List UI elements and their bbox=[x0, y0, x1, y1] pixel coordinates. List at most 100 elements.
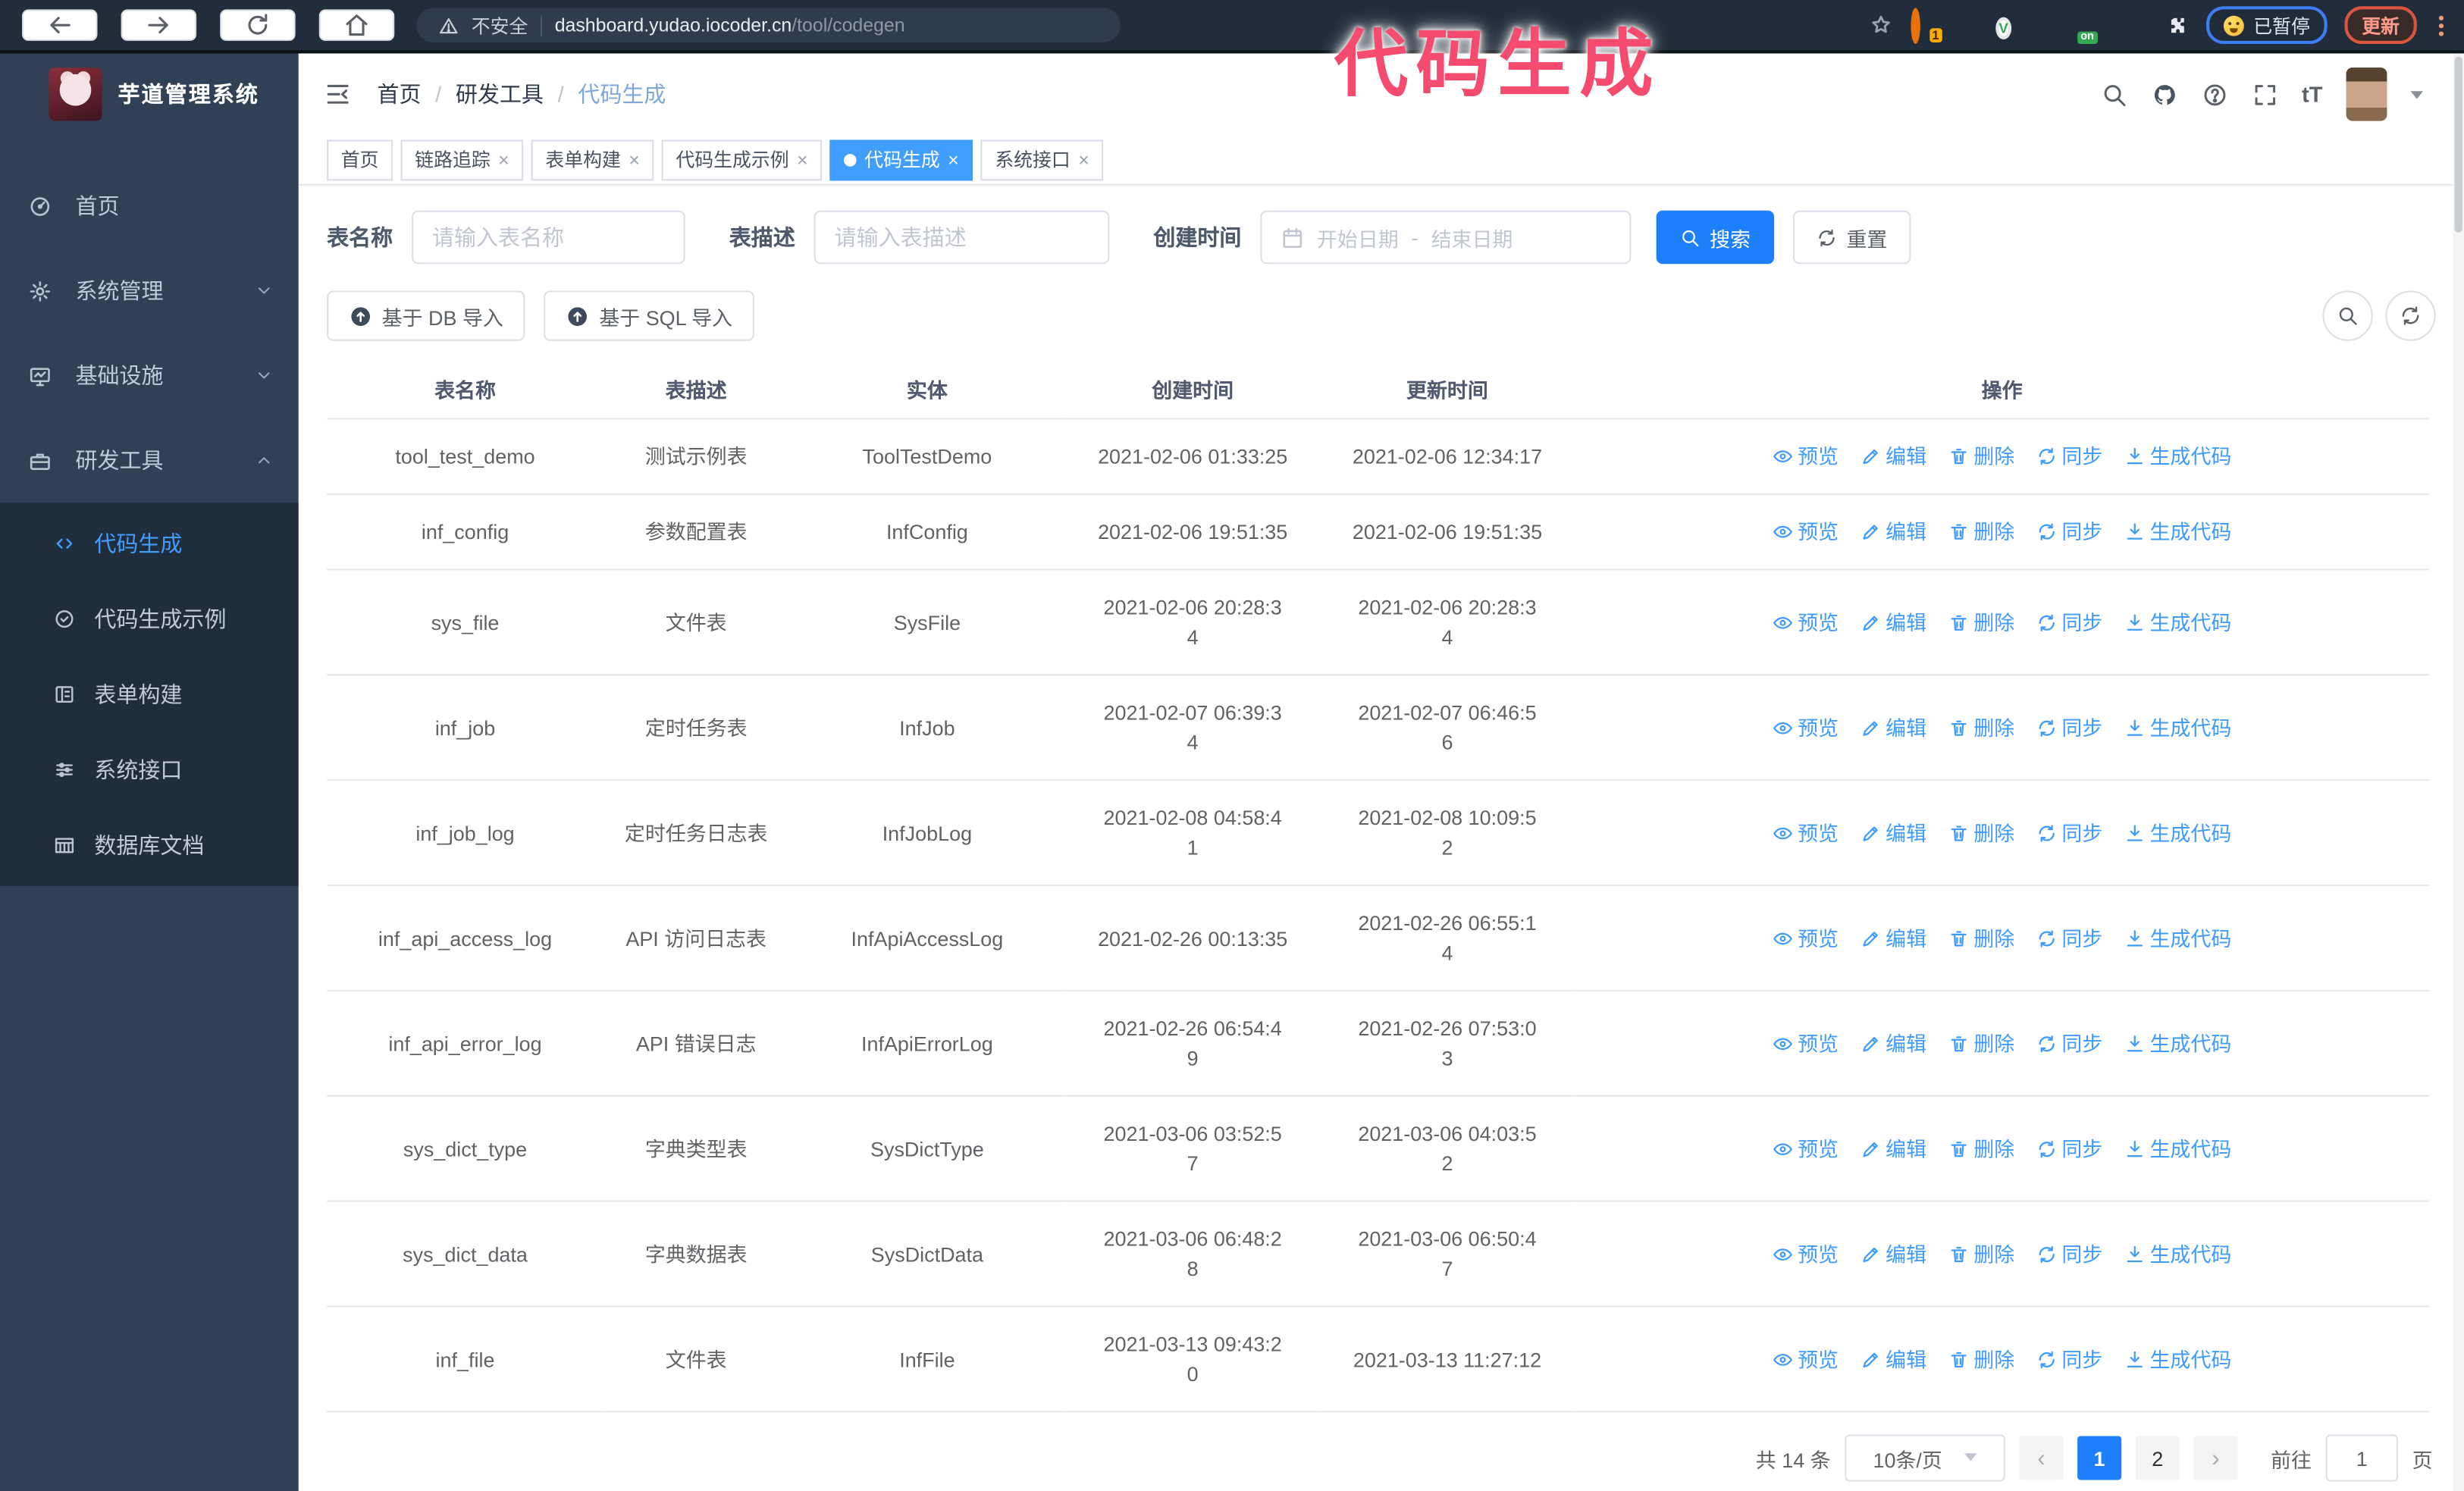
search-button[interactable]: 搜索 bbox=[1656, 210, 1775, 265]
close-icon[interactable]: × bbox=[1078, 148, 1089, 171]
sync-link[interactable]: 同步 bbox=[2036, 818, 2102, 847]
sync-link[interactable]: 同步 bbox=[2036, 1029, 2102, 1058]
github-icon[interactable] bbox=[2151, 81, 2177, 108]
sync-link[interactable]: 同步 bbox=[2036, 1344, 2102, 1374]
edit-link[interactable]: 编辑 bbox=[1861, 517, 1926, 547]
close-icon[interactable]: × bbox=[498, 148, 509, 171]
header-search-icon[interactable] bbox=[2101, 81, 2127, 108]
tag-2[interactable]: 表单构建 × bbox=[531, 139, 654, 180]
generate-code-link[interactable]: 生成代码 bbox=[2124, 607, 2231, 637]
edit-link[interactable]: 编辑 bbox=[1861, 607, 1926, 637]
edit-link[interactable]: 编辑 bbox=[1861, 818, 1926, 847]
address-bar[interactable]: 不安全 dashboard.yudao.iocoder.cn/tool/code… bbox=[416, 8, 1121, 42]
delete-link[interactable]: 删除 bbox=[1948, 441, 2014, 471]
app-logo[interactable]: 芋道管理系统 bbox=[0, 53, 299, 135]
close-icon[interactable]: × bbox=[948, 148, 959, 171]
preview-link[interactable]: 预览 bbox=[1773, 713, 1839, 742]
date-range-picker[interactable]: 开始日期 - 结束日期 bbox=[1260, 210, 1632, 265]
sidebar-item-system-api[interactable]: 系统接口 bbox=[0, 732, 299, 807]
toggle-search-button[interactable] bbox=[2322, 290, 2373, 341]
table-desc-input[interactable]: 请输入表描述 bbox=[813, 210, 1110, 265]
page-button-1[interactable]: 1 bbox=[2077, 1436, 2122, 1480]
page-button-2[interactable]: 2 bbox=[2135, 1436, 2180, 1480]
delete-link[interactable]: 删除 bbox=[1948, 923, 2014, 953]
next-page-button[interactable]: › bbox=[2193, 1436, 2238, 1480]
preview-link[interactable]: 预览 bbox=[1773, 923, 1839, 953]
breadcrumb-home[interactable]: 首页 bbox=[377, 81, 422, 107]
extension-orange-icon[interactable]: 1 bbox=[1911, 8, 1942, 45]
sidebar-item-home[interactable]: 首页 bbox=[0, 164, 299, 249]
caret-down-icon[interactable] bbox=[2410, 90, 2424, 105]
tag-1[interactable]: 链路追踪 × bbox=[400, 139, 524, 180]
delete-link[interactable]: 删除 bbox=[1948, 607, 2014, 637]
sync-link[interactable]: 同步 bbox=[2036, 1239, 2102, 1268]
extension-green-icon[interactable]: V bbox=[1995, 13, 2020, 39]
sync-link[interactable]: 同步 bbox=[2036, 923, 2102, 953]
generate-code-link[interactable]: 生成代码 bbox=[2124, 1239, 2231, 1268]
sync-link[interactable]: 同步 bbox=[2036, 607, 2102, 637]
preview-link[interactable]: 预览 bbox=[1773, 818, 1839, 847]
delete-link[interactable]: 删除 bbox=[1948, 517, 2014, 547]
edit-link[interactable]: 编辑 bbox=[1861, 1239, 1926, 1268]
edit-link[interactable]: 编辑 bbox=[1861, 1133, 1926, 1163]
font-size-icon[interactable]: tT bbox=[2302, 81, 2323, 107]
help-icon[interactable] bbox=[2201, 81, 2227, 108]
generate-code-link[interactable]: 生成代码 bbox=[2124, 441, 2231, 471]
extension-grid-icon[interactable] bbox=[2038, 13, 2063, 38]
browser-reload-icon[interactable] bbox=[220, 9, 296, 41]
delete-link[interactable]: 删除 bbox=[1948, 1239, 2014, 1268]
preview-link[interactable]: 预览 bbox=[1773, 1029, 1839, 1058]
import-db-button[interactable]: 基于 DB 导入 bbox=[327, 290, 525, 341]
generate-code-link[interactable]: 生成代码 bbox=[2124, 923, 2231, 953]
close-icon[interactable]: × bbox=[797, 148, 808, 171]
generate-code-link[interactable]: 生成代码 bbox=[2124, 517, 2231, 547]
refresh-table-button[interactable] bbox=[2385, 290, 2436, 341]
browser-menu-icon[interactable] bbox=[2434, 14, 2449, 36]
edit-link[interactable]: 编辑 bbox=[1861, 1029, 1926, 1058]
sync-link[interactable]: 同步 bbox=[2036, 441, 2102, 471]
edit-link[interactable]: 编辑 bbox=[1861, 713, 1926, 742]
preview-link[interactable]: 预览 bbox=[1773, 1344, 1839, 1374]
profile-paused-chip[interactable]: 已暂停 bbox=[2206, 6, 2328, 45]
preview-link[interactable]: 预览 bbox=[1773, 1239, 1839, 1268]
generate-code-link[interactable]: 生成代码 bbox=[2124, 713, 2231, 742]
delete-link[interactable]: 删除 bbox=[1948, 713, 2014, 742]
avatar[interactable] bbox=[2346, 67, 2387, 121]
sync-link[interactable]: 同步 bbox=[2036, 517, 2102, 547]
preview-link[interactable]: 预览 bbox=[1773, 517, 1839, 547]
browser-forward-icon[interactable] bbox=[121, 9, 197, 41]
sync-link[interactable]: 同步 bbox=[2036, 1133, 2102, 1163]
page-size-select[interactable]: 10条/页 bbox=[1845, 1434, 2005, 1482]
reset-button[interactable]: 重置 bbox=[1792, 210, 1911, 265]
delete-link[interactable]: 删除 bbox=[1948, 1133, 2014, 1163]
tag-3[interactable]: 代码生成示例 × bbox=[661, 139, 823, 180]
sidebar-collapse-icon[interactable] bbox=[324, 80, 352, 108]
preview-link[interactable]: 预览 bbox=[1773, 441, 1839, 471]
page-scrollbar[interactable] bbox=[2453, 53, 2464, 1491]
tag-5[interactable]: 系统接口 × bbox=[980, 139, 1104, 180]
sidebar-item-codegen[interactable]: 代码生成 bbox=[0, 506, 299, 581]
generate-code-link[interactable]: 生成代码 bbox=[2124, 1344, 2231, 1374]
browser-update-button[interactable]: 更新 bbox=[2344, 6, 2417, 45]
goto-page-input[interactable]: 1 bbox=[2325, 1434, 2398, 1482]
edit-link[interactable]: 编辑 bbox=[1861, 441, 1926, 471]
edit-link[interactable]: 编辑 bbox=[1861, 923, 1926, 953]
scrollbar-thumb[interactable] bbox=[2454, 56, 2462, 233]
prev-page-button[interactable]: ‹ bbox=[2019, 1436, 2064, 1480]
preview-link[interactable]: 预览 bbox=[1773, 1133, 1839, 1163]
sidebar-item-db-doc[interactable]: 数据库文档 bbox=[0, 807, 299, 882]
close-icon[interactable]: × bbox=[629, 148, 640, 171]
sync-link[interactable]: 同步 bbox=[2036, 713, 2102, 742]
edit-link[interactable]: 编辑 bbox=[1861, 1344, 1926, 1374]
sidebar-item-system[interactable]: 系统管理 bbox=[0, 248, 299, 333]
sidebar-item-form-builder[interactable]: 表单构建 bbox=[0, 656, 299, 731]
generate-code-link[interactable]: 生成代码 bbox=[2124, 1133, 2231, 1163]
extension-proxy-icon[interactable]: on bbox=[2077, 13, 2105, 45]
delete-link[interactable]: 删除 bbox=[1948, 1029, 2014, 1058]
generate-code-link[interactable]: 生成代码 bbox=[2124, 1029, 2231, 1058]
browser-back-icon[interactable] bbox=[22, 9, 98, 41]
generate-code-link[interactable]: 生成代码 bbox=[2124, 818, 2231, 847]
tag-0[interactable]: 首页 bbox=[327, 139, 393, 180]
sidebar-item-devtools[interactable]: 研发工具 bbox=[0, 418, 299, 503]
sidebar-item-codegen-example[interactable]: 代码生成示例 bbox=[0, 581, 299, 656]
